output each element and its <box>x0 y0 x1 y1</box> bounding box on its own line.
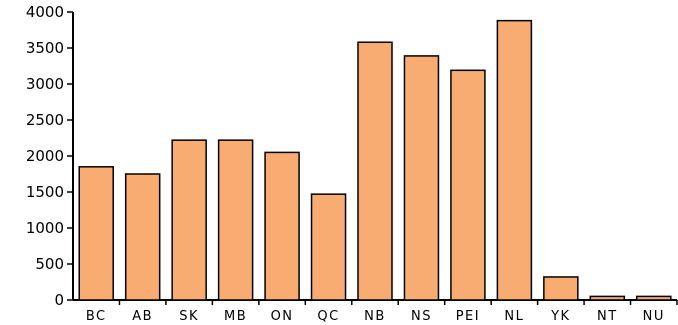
x-tick-label: SK <box>179 309 199 324</box>
bar-sk <box>171 139 207 301</box>
x-tick-label: YK <box>550 309 570 324</box>
y-tick-label: 4000 <box>26 3 64 21</box>
x-tick-label: NL <box>504 309 524 324</box>
bar-nt <box>589 295 626 301</box>
y-tick-label: 3000 <box>26 75 64 93</box>
x-tick-label: AB <box>132 309 153 324</box>
x-tick-label: QC <box>317 309 339 324</box>
bar-yk <box>543 276 579 301</box>
y-tick-label: 1000 <box>26 219 64 237</box>
bars <box>78 19 672 301</box>
y-tick-label: 500 <box>35 255 64 273</box>
bar-mb <box>217 139 254 301</box>
x-tick-label: NB <box>364 309 386 324</box>
y-tick-label: 2500 <box>26 111 64 129</box>
y-tick-label: 0 <box>54 291 64 309</box>
bar-bc <box>78 166 114 301</box>
bar-ns <box>403 55 440 301</box>
bar-nu <box>636 295 672 301</box>
y-tick-label: 1500 <box>26 183 64 201</box>
bar-nb <box>357 41 393 301</box>
bar-nl <box>496 19 533 301</box>
y-axis-ticks: 0 500 1000 1500 2000 2500 3000 3500 4000 <box>26 3 73 309</box>
bar-on <box>264 151 300 301</box>
x-tick-label: BC <box>86 309 107 324</box>
x-tick-label: ON <box>271 309 294 324</box>
y-tick-label: 2000 <box>26 147 64 165</box>
x-tick-label: PEI <box>456 309 480 324</box>
x-tick-label: MB <box>224 309 247 324</box>
x-axis-ticks: BC AB SK MB ON QC NB NS PEI NL YK NT NU <box>86 300 678 324</box>
bar-pei <box>450 69 486 301</box>
bar-ab <box>124 173 161 301</box>
y-tick-label: 3500 <box>26 39 64 57</box>
x-tick-label: NT <box>597 309 618 324</box>
x-tick-label: NU <box>643 309 665 324</box>
bar-qc <box>310 193 347 301</box>
x-tick-label: NS <box>411 309 432 324</box>
